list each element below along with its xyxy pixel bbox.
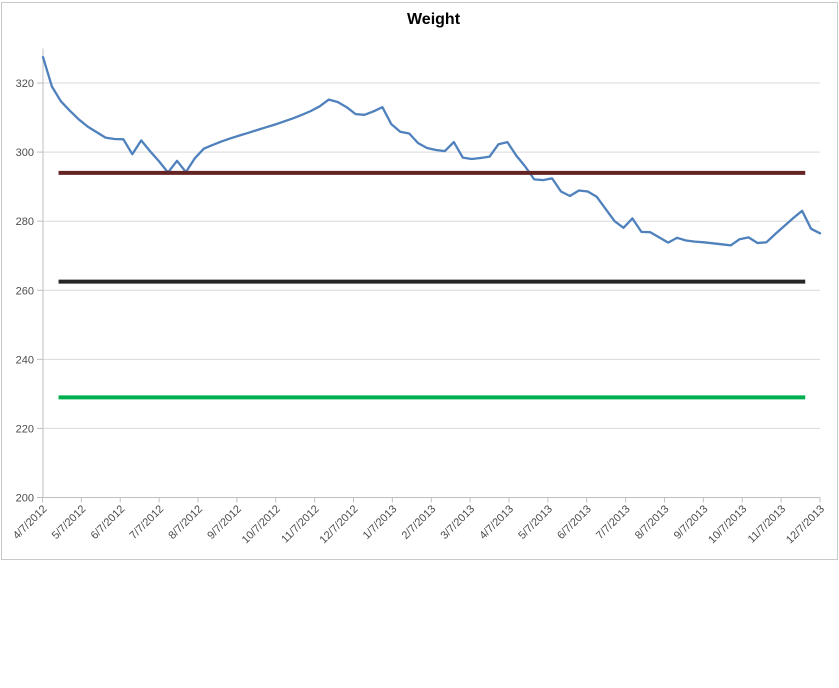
- x-tick-label: 12/7/2012: [318, 503, 361, 546]
- y-tick-label: 260: [16, 285, 34, 297]
- y-tick-label: 320: [16, 78, 34, 90]
- x-tick-label: 6/7/2012: [89, 503, 128, 542]
- x-tick-label: 4/7/2012: [11, 503, 50, 542]
- x-tick-label: 9/7/2012: [205, 503, 244, 542]
- y-tick-label: 200: [16, 493, 34, 505]
- weight-line-series[interactable]: [41, 55, 822, 247]
- x-tick-label: 11/7/2013: [746, 503, 789, 546]
- x-tick-label: 11/7/2012: [279, 503, 322, 546]
- x-tick-label: 6/7/2013: [555, 503, 594, 542]
- x-tick-label: 2/7/2013: [400, 503, 439, 542]
- x-tick-label: 8/7/2013: [633, 503, 672, 542]
- x-tick-label: 10/7/2012: [240, 503, 283, 546]
- x-tick-label: 9/7/2013: [672, 503, 711, 542]
- x-tick-label: 12/7/2013: [784, 503, 827, 546]
- x-tick-label: 7/7/2013: [594, 503, 633, 542]
- x-tick-label: 3/7/2013: [438, 503, 477, 542]
- y-tick-label: 220: [16, 423, 34, 435]
- x-tick-label: 4/7/2013: [477, 503, 516, 542]
- x-tick-label: 1/7/2013: [361, 503, 400, 542]
- y-tick-label: 240: [16, 354, 34, 366]
- y-tick-label: 300: [16, 147, 34, 159]
- y-tick-label: 280: [16, 216, 34, 228]
- x-tick-label: 7/7/2012: [127, 503, 166, 542]
- x-tick-label: 8/7/2012: [166, 503, 205, 542]
- chart-title: Weight: [406, 11, 461, 28]
- x-tick-label: 10/7/2013: [706, 503, 749, 546]
- x-tick-label: 5/7/2012: [50, 503, 89, 542]
- x-tick-label: 5/7/2013: [516, 503, 555, 542]
